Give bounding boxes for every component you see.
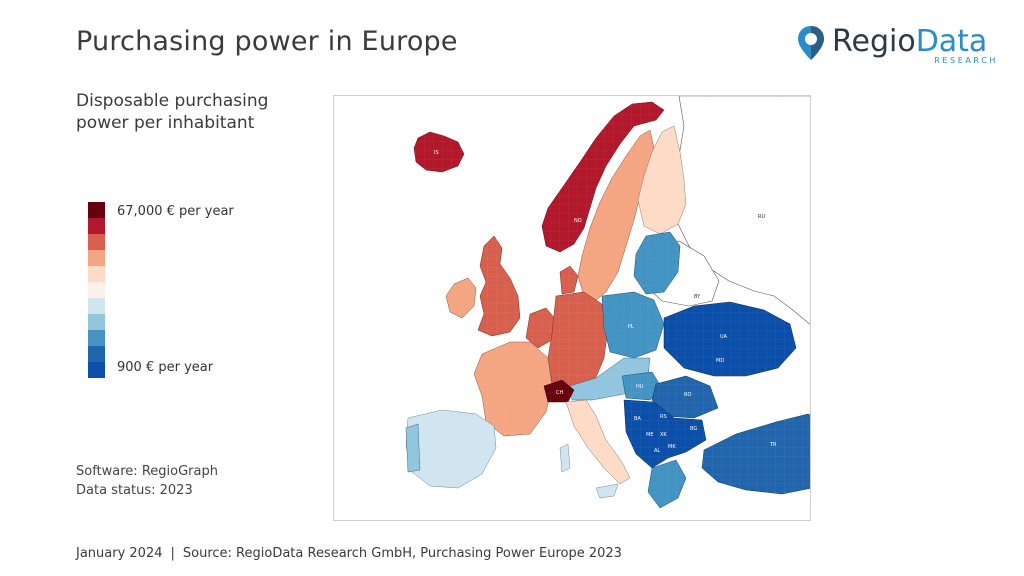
label-tr: TR <box>769 442 777 448</box>
region-sardinia <box>559 443 571 473</box>
legend-scale <box>88 202 105 378</box>
logo-subtitle: RESEARCH <box>934 56 998 65</box>
europe-map: IS NO RU BY UA MD RO CH RS BG BA ME XK M… <box>333 95 811 521</box>
region-iceland <box>413 131 465 173</box>
legend-swatch <box>88 330 105 346</box>
meta-info: Software: RegioGraph Data status: 2023 <box>76 462 218 500</box>
label-me: ME <box>646 432 653 438</box>
brand-logo: RegioData RESEARCH <box>796 22 1006 72</box>
legend-swatch <box>88 250 105 266</box>
region-ukraine <box>663 301 797 377</box>
region-greece <box>647 459 687 509</box>
legend-max-label: 67,000 € per year <box>117 204 234 219</box>
region-sicily <box>595 483 619 499</box>
data-status-note: Data status: 2023 <box>76 483 193 498</box>
legend-swatch <box>88 282 105 298</box>
label-bg: BG <box>690 426 697 432</box>
label-rs: RS <box>660 414 667 420</box>
region-italy <box>565 399 631 485</box>
label-by: BY <box>694 294 701 300</box>
region-ireland <box>445 277 477 319</box>
logo-wordmark: RegioData <box>832 24 988 59</box>
region-turkey <box>701 413 810 495</box>
label-ua: UA <box>720 334 728 340</box>
legend-swatch <box>88 298 105 314</box>
footer-separator: | <box>170 546 175 561</box>
label-al: AL <box>654 448 660 454</box>
footer-date: January 2024 <box>76 546 163 561</box>
label-xk: XK <box>660 432 667 438</box>
region-denmark <box>559 265 579 295</box>
legend-title: Disposable purchasing power per inhabita… <box>76 91 269 133</box>
legend-swatch <box>88 346 105 362</box>
region-great-britain <box>477 235 521 337</box>
legend-swatch <box>88 314 105 330</box>
region-portugal <box>405 423 421 473</box>
legend-swatch <box>88 234 105 250</box>
legend-min-label: 900 € per year <box>117 360 214 375</box>
label-ro: RO <box>684 392 691 398</box>
region-germany <box>547 291 609 391</box>
label-md: MD <box>716 358 724 364</box>
region-iberia <box>405 409 497 489</box>
label-ch: CH <box>556 390 563 396</box>
label-hu: HU <box>636 384 644 390</box>
legend-swatch <box>88 202 105 218</box>
color-legend: 67,000 € per year 900 € per year <box>88 202 234 378</box>
map-canvas: IS NO RU BY UA MD RO CH RS BG BA ME XK M… <box>334 96 810 520</box>
page-title: Purchasing power in Europe <box>76 26 458 57</box>
label-ba: BA <box>634 416 641 422</box>
label-no: NO <box>574 218 582 224</box>
map-pin-icon <box>798 26 824 60</box>
legend-swatch <box>88 362 105 378</box>
footer: January 2024 | Source: RegioData Research … <box>76 546 622 561</box>
legend-swatch <box>88 218 105 234</box>
software-note: Software: RegioGraph <box>76 464 218 479</box>
footer-source: Source: RegioData Research GmbH, Purchas… <box>182 546 622 561</box>
label-ru: RU <box>758 214 765 220</box>
label-mk: MK <box>668 444 676 450</box>
legend-swatch <box>88 266 105 282</box>
label-is: IS <box>434 150 439 156</box>
label-pl: PL <box>628 324 634 330</box>
